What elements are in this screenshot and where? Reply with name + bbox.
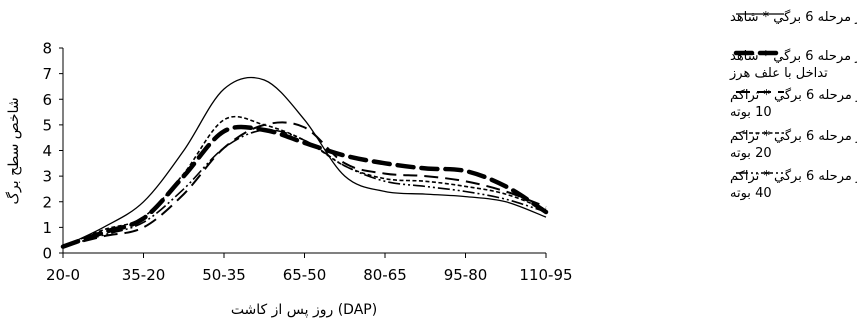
x-tick-label: 95-80 [444, 266, 488, 284]
series-line-2 [60, 124, 549, 249]
legend-label-3: مالچ زنده در مرحله 6 برگي * تراکم [730, 87, 857, 103]
series-line-1 [62, 76, 547, 248]
x-ticks: 20-0 35-20 50-35 65-50 80-65 95-80 110-95 [46, 253, 573, 284]
series-line-3 [62, 121, 547, 248]
legend-label-4: مالچ زنده در مرحله 6 برگي * تراکم [730, 128, 857, 144]
series-line-4 [62, 115, 547, 248]
y-ticks: 0 1 2 3 4 5 6 7 8 [42, 40, 63, 263]
y-tick-label: 5 [42, 116, 52, 134]
y-tick-label: 0 [42, 245, 52, 263]
y-tick-label: 1 [42, 219, 52, 237]
y-tick-label: 3 [42, 168, 52, 186]
y-axis-title: شاخص سطح برگ [4, 97, 22, 204]
y-tick-label: 8 [42, 40, 52, 58]
series-line-5 [62, 129, 547, 248]
x-tick-label: 110-95 [519, 266, 572, 284]
legend-label-5: مالچ زنده در مرحله 6 برگي * تراکم [730, 168, 857, 184]
x-axis-title: روز پس از کاشت (DAP) [231, 302, 377, 318]
legend-label-2: مالچ زنده در مرحله 6 برگي * شاهد [730, 48, 857, 64]
x-tick-label: 65-50 [283, 266, 327, 284]
legend-label-1: مالچ زنده در مرحله 6 برگي * شاهد [730, 9, 857, 25]
y-tick-label: 4 [42, 142, 52, 160]
x-tick-label: 50-35 [202, 266, 246, 284]
legend-label-2: تداخل با علف هرز [729, 66, 828, 81]
x-tick-label: 20-0 [46, 266, 80, 284]
y-tick-label: 6 [42, 91, 52, 109]
y-tick-label: 2 [42, 193, 52, 211]
legend-label-4: 20 بوته [730, 146, 772, 161]
legend-label-3: 10 بوته [730, 105, 772, 120]
x-tick-label: 80-65 [363, 266, 407, 284]
legend: مالچ زنده در مرحله 6 برگي * شاهد مالچ زند… [729, 9, 857, 201]
y-tick-label: 7 [42, 65, 52, 83]
series-layer [60, 76, 549, 249]
legend-label-5: 40 بوته [730, 186, 772, 201]
x-tick-label: 35-20 [122, 266, 166, 284]
